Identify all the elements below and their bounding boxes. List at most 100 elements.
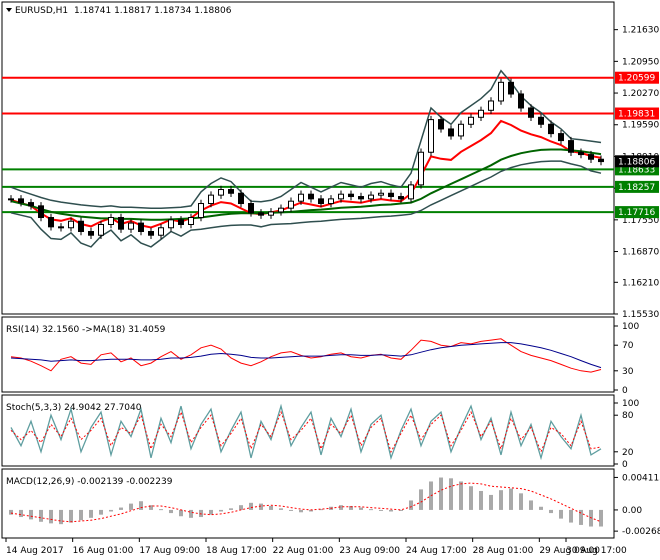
ohlc-header: 1.18741 1.18817 1.18734 1.18806 <box>74 6 232 16</box>
macd-histogram-bar <box>379 509 383 511</box>
macd-histogram-bar <box>509 488 513 510</box>
macd-histogram-bar <box>479 490 483 510</box>
bollinger-upper-line <box>10 69 602 209</box>
macd-histogram-bar <box>579 509 583 525</box>
time-tick-label: 29 Aug 09:00 <box>539 546 600 556</box>
macd-histogram-bar <box>599 509 603 527</box>
symbol-dropdown-icon[interactable] <box>6 8 12 12</box>
rsi-tick-label: 70 <box>622 341 634 351</box>
stoch-tick-label: 20 <box>622 448 634 458</box>
macd-histogram-bar <box>559 509 563 519</box>
price-tick-label: 1.20270 <box>622 89 659 99</box>
time-tick-label: 30 Aug 17:00 <box>566 546 627 556</box>
candle-body <box>498 81 504 102</box>
macd-tick-label: 0.004113 <box>622 473 660 483</box>
macd-histogram-bar <box>399 509 403 511</box>
macd-histogram-bar <box>469 486 473 510</box>
macd-histogram-bar <box>279 508 283 510</box>
candle-body <box>148 230 154 236</box>
symbol-header: EURUSD,H1 <box>15 6 68 16</box>
candle-body <box>198 203 204 219</box>
time-tick-label: 24 Aug 17:00 <box>406 546 467 556</box>
macd-histogram-bar <box>219 509 223 512</box>
macd-histogram-bar <box>149 505 153 510</box>
level-price-label: 1.18257 <box>618 183 655 193</box>
candle-body <box>278 207 284 213</box>
candle-body <box>578 151 584 156</box>
candle-body <box>538 116 544 125</box>
candle-body <box>38 205 44 219</box>
time-tick-label: 17 Aug 09:00 <box>139 546 200 556</box>
candle-body <box>558 133 564 142</box>
candle-body <box>588 154 594 160</box>
macd-histogram-bar <box>189 509 193 518</box>
macd-histogram-bar <box>79 509 83 521</box>
rsi-line <box>10 338 602 373</box>
level-price-label: 1.17716 <box>618 208 655 218</box>
macd-histogram-bar <box>459 481 463 510</box>
candle-body <box>458 123 464 137</box>
macd-histogram-bar <box>319 509 323 511</box>
macd-histogram-bar <box>209 509 213 515</box>
candle-body <box>348 193 354 198</box>
candle-body <box>258 212 264 216</box>
rsi-ma-line <box>10 342 602 369</box>
macd-histogram-bar <box>259 503 263 510</box>
candle-body <box>318 198 324 205</box>
level-price-label: 1.18633 <box>618 165 655 175</box>
price-tick-label: 1.16210 <box>622 278 659 288</box>
candle-body <box>328 198 334 205</box>
level-price-box <box>615 206 659 219</box>
candle-body <box>408 184 414 200</box>
macd-histogram-bar <box>529 500 533 510</box>
price-tick-label: 1.16870 <box>622 248 659 258</box>
rsi-tick-label: 0 <box>622 386 628 396</box>
candle-body <box>18 198 24 204</box>
level-price-box <box>615 180 659 193</box>
rsi-tick-label: 100 <box>622 322 639 332</box>
macd-histogram-bar <box>19 509 23 518</box>
macd-histogram-bar <box>359 507 363 510</box>
level-price-label: 1.19831 <box>618 110 655 120</box>
candle-body <box>98 224 104 236</box>
candle-body <box>488 100 494 111</box>
macd-histogram-bar <box>289 509 293 511</box>
candle-body <box>8 198 14 201</box>
candle-body <box>108 217 114 226</box>
stoch-tick-label: 100 <box>622 399 639 409</box>
macd-histogram-bar <box>349 505 353 510</box>
candle-body <box>508 81 514 95</box>
candle-body <box>428 119 434 153</box>
price-tick-label: 1.19590 <box>622 121 659 131</box>
time-tick-label: 23 Aug 09:00 <box>339 546 400 556</box>
macd-histogram-bar <box>269 505 273 510</box>
horizontal-levels[interactable]: 1.20599 1.19831 1.18633 1.18257 1.17716 1.188… <box>2 71 659 219</box>
macd-histogram-bar <box>309 509 313 512</box>
candle-body <box>238 192 244 205</box>
macd-histogram-bar <box>69 509 73 523</box>
candle-body <box>188 217 194 226</box>
time-axis: 14 Aug 2017 16 Aug 01:00 17 Aug 09:00 18 Au… <box>5 538 627 556</box>
candle-body <box>368 194 374 200</box>
candle-body <box>338 193 344 200</box>
candle-body <box>158 227 164 236</box>
macd-histogram-bar <box>569 509 573 523</box>
macd-histogram-bar <box>239 505 243 510</box>
macd-histogram-bar <box>299 509 303 513</box>
level-price-box <box>615 107 659 120</box>
price-tick-label: 1.17550 <box>622 216 659 226</box>
candle-body <box>218 189 224 196</box>
macd-histogram-bar <box>339 505 343 510</box>
candle-body <box>288 200 294 209</box>
candle-body <box>48 217 54 228</box>
macd-histogram-bar <box>39 509 43 522</box>
candle-body <box>138 222 144 232</box>
macd-histogram-bar <box>449 478 453 510</box>
candle-body <box>438 119 444 130</box>
macd-histogram-bar <box>369 509 373 511</box>
time-tick-label: 16 Aug 01:00 <box>73 546 134 556</box>
main-plot <box>8 69 604 248</box>
candle-body <box>58 226 64 229</box>
stoch-plot: 100 80 20 0 <box>10 399 639 470</box>
candle-body <box>528 107 534 118</box>
